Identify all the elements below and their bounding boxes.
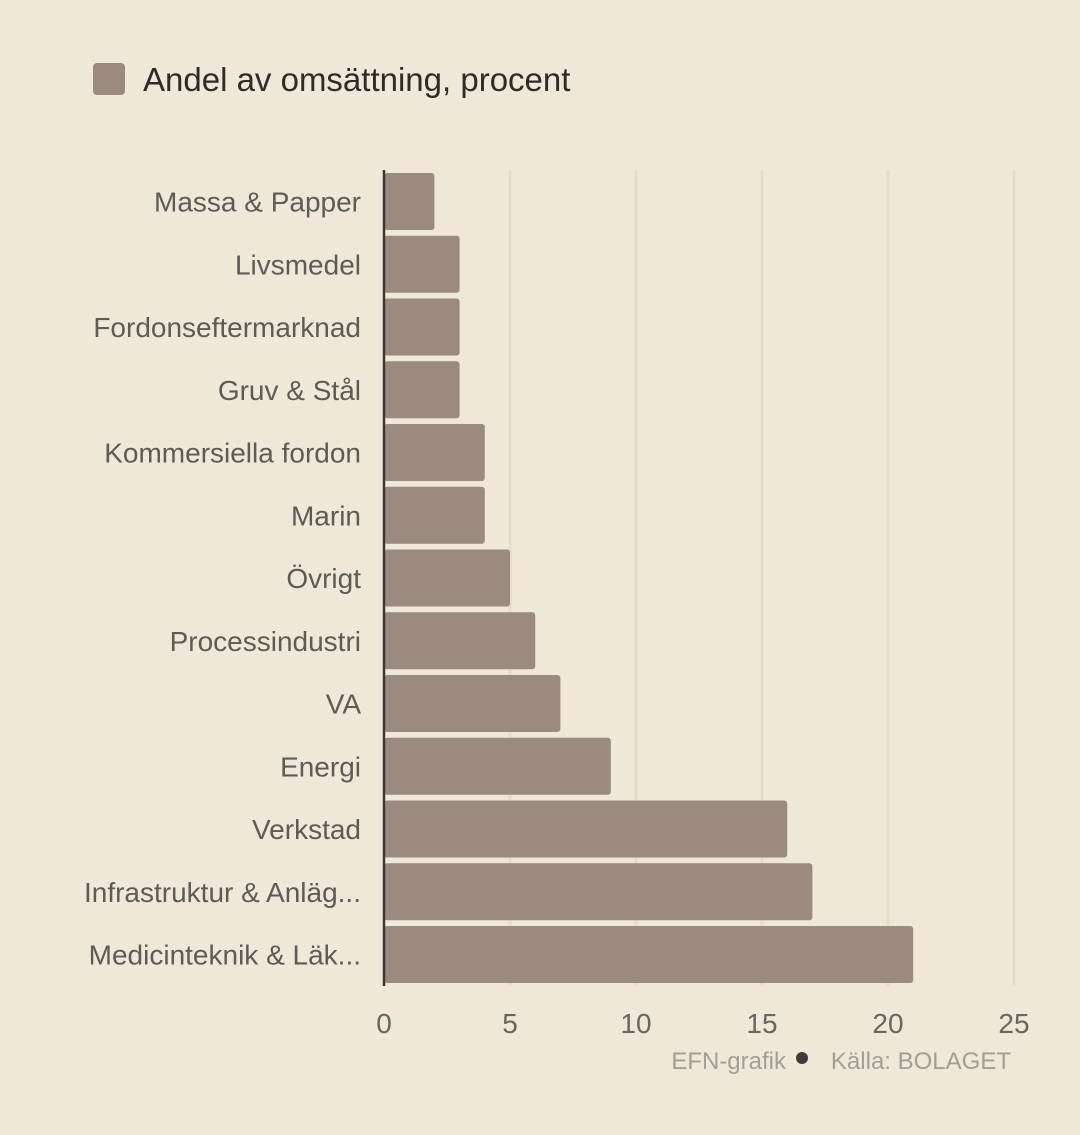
x-tick-label: 15 bbox=[746, 1008, 777, 1039]
category-label: Energi bbox=[280, 751, 361, 782]
category-label: Medicinteknik & Läk... bbox=[89, 940, 361, 971]
category-label: Fordonseftermarknad bbox=[93, 312, 361, 343]
bar bbox=[384, 486, 485, 544]
x-tick-label: 10 bbox=[620, 1008, 651, 1039]
separator-dot bbox=[796, 1052, 808, 1064]
chart-footer: EFN-grafik Källa: BOLAGET bbox=[671, 1048, 1011, 1075]
x-tick-label: 0 bbox=[376, 1008, 392, 1039]
x-axis-ticks: 0 5 10 15 20 25 bbox=[376, 1008, 1029, 1039]
x-tick-label: 20 bbox=[872, 1008, 903, 1039]
bars bbox=[384, 173, 914, 983]
category-label: Livsmedel bbox=[235, 249, 361, 280]
source-text: Källa: BOLAGET bbox=[831, 1048, 1011, 1075]
category-label: Processindustri bbox=[170, 626, 361, 657]
category-label: Infrastruktur & Anläg... bbox=[84, 877, 361, 908]
x-tick-label: 25 bbox=[998, 1008, 1029, 1039]
category-label: Marin bbox=[291, 500, 361, 531]
bar bbox=[384, 863, 813, 921]
bar bbox=[384, 675, 561, 732]
bar bbox=[384, 549, 510, 607]
x-tick-label: 5 bbox=[502, 1008, 518, 1039]
credit-text: EFN-grafik bbox=[671, 1048, 787, 1075]
bar bbox=[384, 298, 460, 356]
bar bbox=[384, 737, 611, 795]
legend: Andel av omsättning, procent bbox=[93, 61, 570, 98]
bar bbox=[384, 424, 485, 481]
category-label: Övrigt bbox=[286, 563, 361, 594]
bar bbox=[384, 173, 435, 230]
category-label: VA bbox=[326, 689, 362, 720]
category-label: Gruv & Stål bbox=[218, 375, 361, 406]
category-label: Verkstad bbox=[252, 814, 361, 845]
legend-swatch bbox=[93, 63, 125, 95]
bar bbox=[384, 235, 460, 293]
bar bbox=[384, 926, 914, 983]
bar bbox=[384, 361, 460, 419]
category-label: Massa & Papper bbox=[154, 187, 361, 218]
legend-label: Andel av omsättning, procent bbox=[143, 61, 570, 98]
bar bbox=[384, 800, 788, 858]
bar bbox=[384, 612, 536, 670]
category-label: Kommersiella fordon bbox=[104, 438, 361, 469]
category-labels: Massa & Papper Livsmedel Fordonseftermarkn… bbox=[84, 187, 361, 971]
